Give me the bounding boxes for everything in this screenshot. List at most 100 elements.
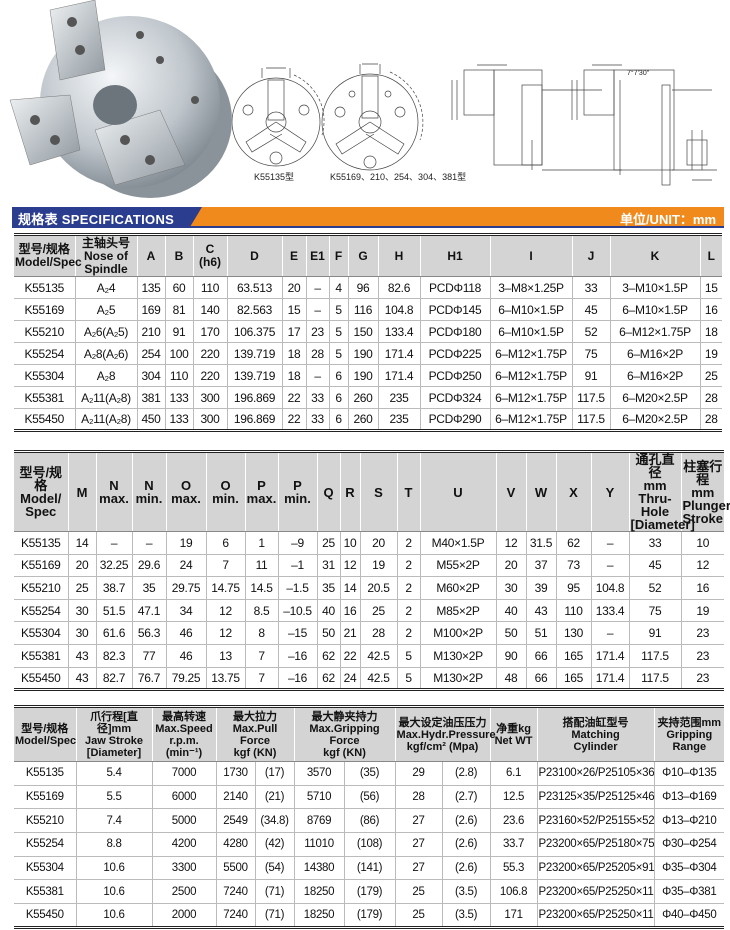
column-header: H1 xyxy=(419,234,491,277)
value-cell: 33 xyxy=(305,408,330,431)
value-cell: 50 xyxy=(495,621,527,645)
table-row: K55169 20 32.25 29.6 24 7 11 –1 31 12 19 2 M55×2P 20 3… xyxy=(14,554,724,578)
model-cell: K55304 xyxy=(14,621,69,645)
value-cell: 6–M12×1.75P xyxy=(489,364,573,387)
value-cell: 60 xyxy=(164,276,194,299)
value-cell: 19 xyxy=(359,554,398,578)
value-cell: 22 xyxy=(281,386,307,409)
column-header: J xyxy=(571,234,611,277)
column-header: 型号/规格 Model/Spec xyxy=(14,234,82,277)
value-cell: 22 xyxy=(281,408,307,431)
column-header: T xyxy=(396,451,421,532)
column-header: U xyxy=(419,451,497,532)
value-cell: P23200×65/P25205×91 xyxy=(536,856,655,881)
value-cell: –15 xyxy=(277,621,318,645)
column-header: K xyxy=(609,234,701,277)
value-cell: 21 xyxy=(339,621,361,645)
value-cell: 24 xyxy=(339,667,361,691)
column-header: C (h6) xyxy=(192,234,228,277)
angle-label: 7°7'30" xyxy=(627,70,650,77)
value-cell: 150 xyxy=(347,320,379,343)
value-cell: 30 xyxy=(67,599,97,623)
value-cell: 22 xyxy=(339,644,361,668)
model-cell: K55450 xyxy=(14,903,77,928)
value-cell: Φ35–Φ304 xyxy=(653,856,725,881)
value-cell: 25 xyxy=(394,903,443,928)
value-cell: 96 xyxy=(347,276,379,299)
value-cell: P23100×26/P25105×36 xyxy=(536,761,655,786)
value-cell: 254 xyxy=(136,342,166,365)
value-cell: 300 xyxy=(192,408,228,431)
value-cell: 55.3 xyxy=(489,856,538,881)
value-cell: 117.5 xyxy=(571,386,611,409)
value-cell: 7.4 xyxy=(75,808,153,834)
column-header: 柱塞行程 mm Plunger Stroke xyxy=(680,451,730,532)
value-cell: 104.8 xyxy=(377,298,421,321)
table-row: K55304 A₂8 304 110 220 139.719 18–6 190 171.4 PCD… xyxy=(14,364,722,387)
column-header: 最高转速 Max.Speed r.p.m.(min⁻¹) xyxy=(151,706,217,762)
value-cell: A₂4 xyxy=(74,276,138,299)
value-cell: 77 xyxy=(131,644,167,668)
value-cell: (3.5) xyxy=(441,879,491,905)
model-cell: K55450 xyxy=(14,408,76,431)
value-cell: 13.75 xyxy=(205,667,246,691)
value-cell: A₂6(A₂5) xyxy=(74,320,138,343)
front-view-k55135 xyxy=(231,67,325,167)
column-header: 型号/规格 Model/ Spec xyxy=(14,451,69,532)
value-cell: 19 xyxy=(699,342,722,365)
model-cell: K55210 xyxy=(14,576,69,600)
value-cell: 171 xyxy=(489,903,538,928)
value-cell: 28 xyxy=(394,785,443,810)
value-cell: 37 xyxy=(525,554,557,578)
value-cell: 2 xyxy=(396,599,421,623)
value-cell: 5 xyxy=(328,298,349,321)
value-cell: 51.5 xyxy=(95,599,133,623)
column-header: W xyxy=(525,451,557,532)
value-cell: 4 xyxy=(328,276,349,299)
value-cell: 16 xyxy=(680,576,724,600)
value-cell: 8769 xyxy=(293,808,345,834)
value-cell: (2.6) xyxy=(441,832,491,857)
value-cell: 20 xyxy=(67,554,97,578)
value-cell: 220 xyxy=(192,342,228,365)
value-cell: 33 xyxy=(571,276,611,299)
value-cell: 27 xyxy=(394,832,443,857)
column-header: E xyxy=(281,234,307,277)
value-cell: 304 xyxy=(136,364,166,387)
value-cell: 6 xyxy=(328,364,349,387)
value-cell: 190 xyxy=(347,342,379,365)
value-cell: 23.6 xyxy=(489,808,538,834)
value-cell: 47.1 xyxy=(131,599,167,623)
value-cell: 18250 xyxy=(293,903,345,928)
value-cell: 20 xyxy=(359,531,398,555)
table-row: K55381 10.6 2500 7240 (71) 18250 (179) 25 (3.5) 1… xyxy=(14,879,725,905)
value-cell: 50 xyxy=(316,621,341,645)
value-cell: 25 xyxy=(699,364,722,387)
value-cell: 133 xyxy=(164,386,194,409)
column-header: 夹持范围mm Gripping Range xyxy=(653,706,725,762)
value-cell: 260 xyxy=(347,386,379,409)
value-cell: 139.719 xyxy=(226,364,283,387)
value-cell: 29.75 xyxy=(165,576,207,600)
value-cell: 6–M12×1.75P xyxy=(489,408,573,431)
value-cell: Φ30–Φ254 xyxy=(653,832,725,857)
column-header: O min. xyxy=(205,451,246,532)
value-cell: 5 xyxy=(328,342,349,365)
column-header: P min. xyxy=(277,451,318,532)
front-view-k55169 xyxy=(321,63,424,171)
value-cell: 73 xyxy=(555,554,592,578)
value-cell: 82.3 xyxy=(95,644,133,668)
value-cell: 10.6 xyxy=(75,856,153,881)
value-cell: 117.5 xyxy=(628,644,682,668)
table-row: K55169 A₂5 169 81 140 82.563 15–5 116 104.8 PCDΦ1… xyxy=(14,298,722,321)
value-cell: 29.6 xyxy=(131,554,167,578)
value-cell: 42.5 xyxy=(359,667,398,691)
value-cell: 2 xyxy=(396,576,421,600)
value-cell: (71) xyxy=(254,879,295,905)
value-cell: M130×2P xyxy=(419,644,497,668)
value-cell: 2 xyxy=(396,621,421,645)
value-cell: 30 xyxy=(67,621,97,645)
value-cell: – xyxy=(590,531,630,555)
value-cell: (42) xyxy=(254,832,295,857)
value-cell: PCDΦ250 xyxy=(419,364,491,387)
